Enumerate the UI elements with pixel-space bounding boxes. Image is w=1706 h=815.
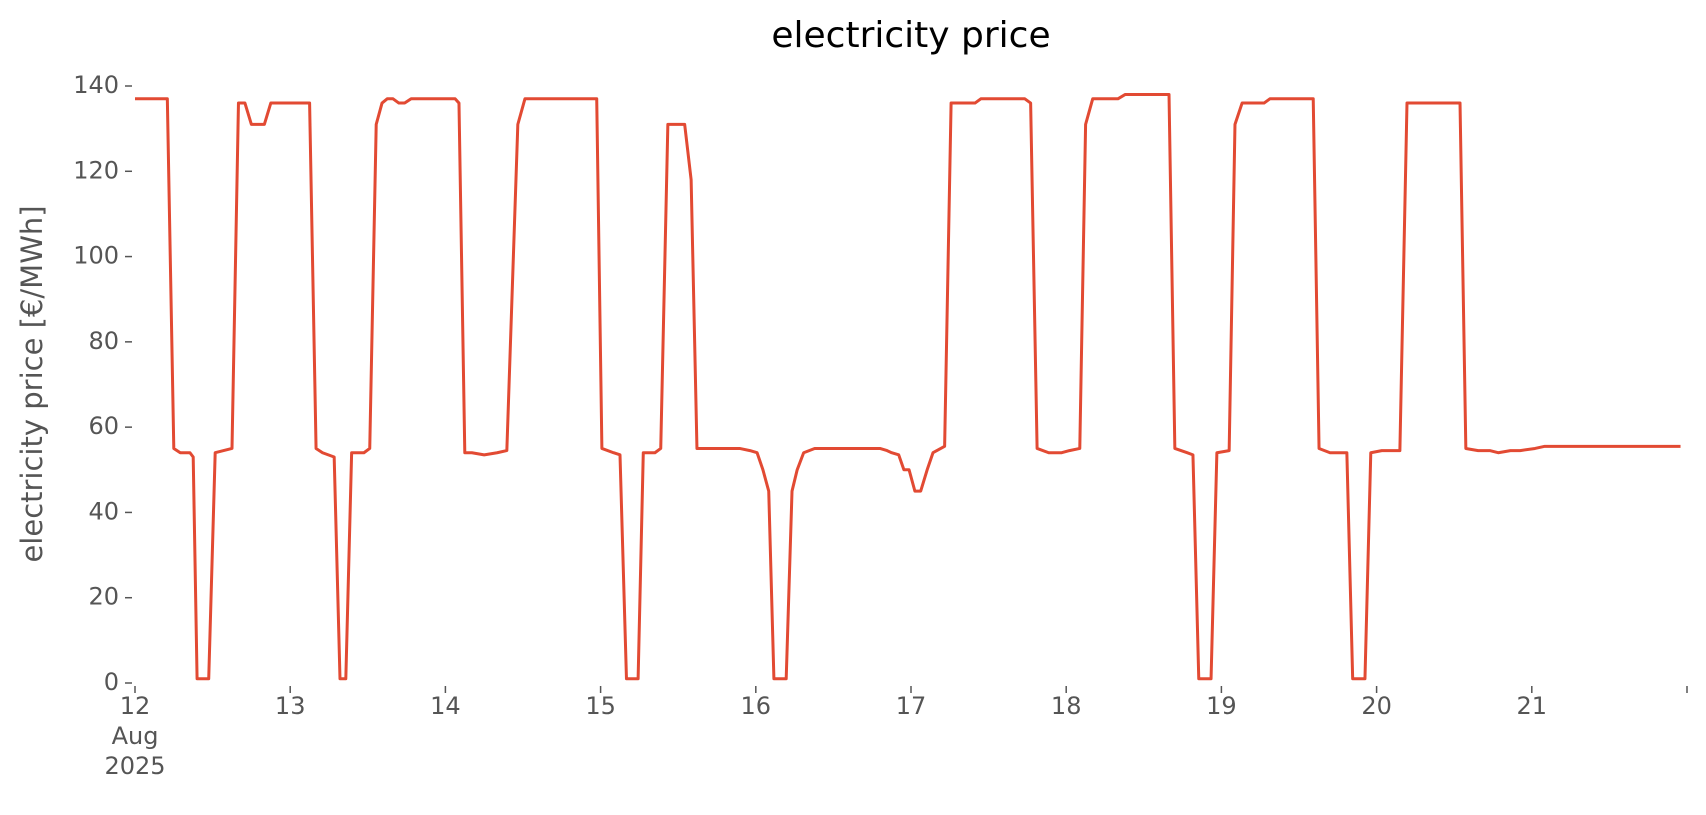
y-axis-label: electricity price [€/MWh] [15,205,49,562]
x-tick-label: 16 [741,692,772,720]
y-tick-label: 40 [88,497,119,525]
x-tick-label: 21 [1517,692,1548,720]
y-tick-label: 20 [88,583,119,611]
x-tick-label: 19 [1206,692,1237,720]
x-tick-label: 13 [275,692,306,720]
chart-title: electricity price [771,15,1050,56]
x-tick-label: 15 [585,692,616,720]
y-tick-label: 60 [88,412,119,440]
y-tick-label: 100 [73,242,119,270]
y-tick-label: 120 [73,156,119,184]
x-tick-label: 17 [896,692,927,720]
x-tick-label: 14 [430,692,461,720]
y-tick-label: 80 [88,327,119,355]
y-tick-label: 0 [104,668,119,696]
price-line [135,93,1681,681]
y-tick-label: 140 [73,71,119,99]
x-tick-label: 20 [1361,692,1392,720]
x-tick-label: 18 [1051,692,1082,720]
x-tick-label: 12 Aug 2025 [104,692,165,780]
